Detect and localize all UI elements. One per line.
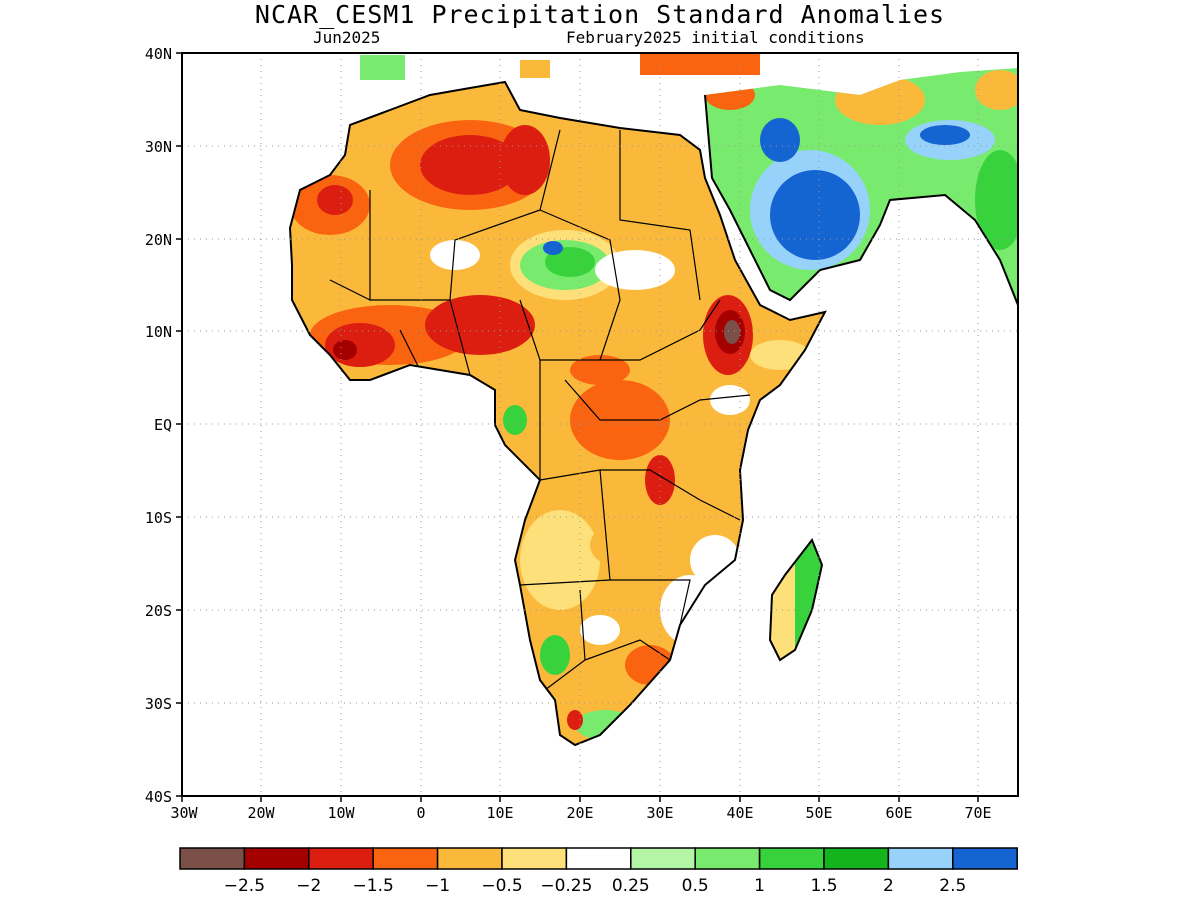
legend-label: −2 bbox=[296, 876, 321, 896]
legend-label: 2.5 bbox=[939, 876, 966, 896]
legend-label: −0.25 bbox=[540, 876, 592, 896]
legend-swatch bbox=[501, 847, 568, 870]
legend-swatch bbox=[630, 847, 696, 870]
legend-swatch bbox=[179, 847, 246, 870]
legend-label: 1 bbox=[754, 876, 765, 896]
lat-label: 40N bbox=[145, 45, 172, 63]
lat-label: 20S bbox=[145, 602, 172, 620]
lon-label: 20W bbox=[247, 804, 275, 822]
lat-label: 20N bbox=[145, 231, 172, 249]
initial-conditions: February2025 initial conditions bbox=[566, 28, 865, 47]
legend-label: −1 bbox=[425, 876, 450, 896]
lon-label: 20E bbox=[566, 804, 593, 822]
lon-label: 40E bbox=[726, 804, 753, 822]
lon-label: 0 bbox=[416, 804, 425, 822]
lon-label: 50E bbox=[805, 804, 832, 822]
legend-swatch bbox=[952, 847, 1018, 870]
legend-swatch bbox=[758, 847, 825, 870]
anomaly-field bbox=[290, 53, 1018, 745]
legend-swatch bbox=[243, 847, 310, 870]
chart-title: NCAR_CESM1 Precipitation Standard Anomal… bbox=[254, 0, 946, 29]
legend-label: −1.5 bbox=[353, 876, 394, 896]
legend-swatch bbox=[436, 847, 503, 870]
legend-swatch bbox=[823, 847, 890, 870]
lat-axis: 40N 30N 20N 10N EQ 10S 20S 30S 40S bbox=[145, 45, 172, 806]
lon-label: 60E bbox=[885, 804, 912, 822]
lat-label: 10S bbox=[145, 509, 172, 527]
color-legend: −2.5 −2 −1.5 −1 −0.5 −0.25 0.25 0.5 1 1.5 2 2.5 bbox=[179, 847, 1018, 896]
lon-label: 10E bbox=[486, 804, 513, 822]
legend-swatch bbox=[308, 847, 374, 870]
legend-label: 2 bbox=[883, 876, 894, 896]
lon-label: 10W bbox=[327, 804, 355, 822]
grid-lines bbox=[182, 53, 1018, 796]
legend-swatch bbox=[887, 847, 954, 870]
lat-label: 40S bbox=[145, 788, 172, 806]
axis-ticks bbox=[176, 52, 979, 802]
legend-swatch bbox=[694, 847, 761, 870]
legend-swatch bbox=[372, 847, 439, 870]
lon-axis: 30W 20W 10W 0 10E 20E 30E 40E 50E 60E 70… bbox=[170, 804, 991, 822]
lat-label: 10N bbox=[145, 323, 172, 341]
lat-label: 30S bbox=[145, 695, 172, 713]
lon-label: 70E bbox=[964, 804, 991, 822]
legend-swatch bbox=[565, 847, 632, 870]
legend-label: 0.5 bbox=[682, 876, 709, 896]
legend-label: 0.25 bbox=[612, 876, 650, 896]
forecast-month: Jun2025 bbox=[313, 28, 381, 47]
legend-label: −2.5 bbox=[224, 876, 265, 896]
lon-label: 30W bbox=[170, 804, 198, 822]
lat-label: 30N bbox=[145, 138, 172, 156]
lon-label: 30E bbox=[646, 804, 673, 822]
lat-label: EQ bbox=[154, 416, 172, 434]
legend-label: 1.5 bbox=[810, 876, 837, 896]
coastlines bbox=[288, 80, 1018, 747]
legend-label: −0.5 bbox=[481, 876, 522, 896]
